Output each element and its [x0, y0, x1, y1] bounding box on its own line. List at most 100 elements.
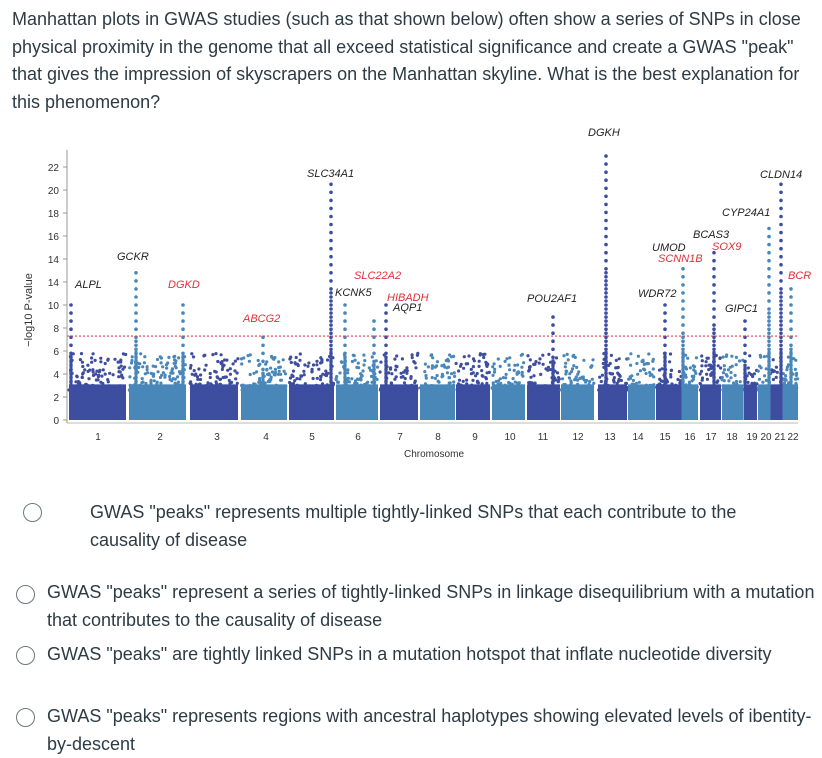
snp-point: [491, 382, 495, 386]
x-tick-label: 14: [632, 432, 644, 443]
snp-point: [141, 380, 145, 384]
peak-snp-point: [663, 359, 667, 364]
snp-point: [424, 376, 428, 380]
snp-point: [446, 365, 451, 369]
peak-snp-point: [604, 170, 608, 174]
snp-point: [222, 363, 226, 367]
peak-snp-point: [372, 359, 376, 364]
peak-snp-point: [604, 299, 608, 303]
snp-point: [454, 361, 458, 366]
snp-point: [207, 386, 212, 390]
snp-point: [721, 384, 725, 388]
peak-snp-point: [767, 319, 771, 323]
peak-snp-point: [663, 319, 667, 323]
peak-snp-point: [551, 371, 555, 376]
snp-point: [795, 371, 799, 375]
radio-option-3[interactable]: [16, 646, 35, 665]
radio-option-1[interactable]: [23, 503, 42, 522]
snp-point: [534, 360, 538, 364]
radio-option-4[interactable]: [16, 708, 35, 727]
peak-snp-point: [329, 375, 333, 380]
snp-point: [512, 385, 516, 390]
snp-point: [637, 380, 641, 384]
peak-snp-point: [789, 363, 793, 368]
snp-point: [374, 388, 379, 392]
gene-label-abcg2: ABCG2: [242, 313, 280, 325]
snp-point: [527, 369, 531, 373]
snp-point: [734, 363, 738, 367]
snp-point: [433, 376, 437, 380]
snp-point: [727, 379, 731, 383]
option-1-text: GWAS "peaks" represents multiple tightly…: [90, 502, 737, 550]
snp-point: [730, 364, 734, 368]
peak-snp-point: [181, 351, 185, 356]
peak-snp-point: [779, 383, 783, 388]
peak-snp-point: [779, 222, 783, 227]
snp-point: [716, 364, 720, 368]
peak-snp-point: [69, 343, 73, 348]
peak-snp-point: [329, 363, 333, 368]
snp-point: [113, 357, 117, 361]
snp-point: [95, 369, 99, 373]
snp-point: [771, 377, 776, 382]
peak-snp-point: [329, 343, 333, 348]
peak-snp-point: [743, 351, 747, 356]
peak-snp-point: [181, 379, 185, 384]
snp-point: [452, 371, 456, 375]
snp-point: [459, 362, 463, 366]
peak-snp-point: [712, 307, 716, 311]
snp-point: [270, 354, 274, 359]
x-axis-label: Chromosome: [404, 449, 464, 460]
peak-snp-point: [767, 331, 771, 335]
snp-point: [353, 358, 357, 362]
snp-point: [555, 371, 560, 375]
snp-point: [90, 360, 94, 364]
peak-snp-point: [663, 343, 667, 348]
peak-snp-point: [261, 351, 265, 356]
snp-point: [407, 385, 411, 389]
snp-point: [205, 383, 209, 388]
snp-point: [402, 370, 406, 374]
snp-point: [615, 366, 620, 370]
snp-point: [311, 363, 316, 367]
snp-point: [404, 384, 408, 388]
peak-snp-point: [767, 371, 771, 376]
snp-point: [500, 386, 505, 390]
snp-point: [462, 366, 466, 370]
snp-point: [197, 367, 201, 371]
gene-label-cyp24a1: CYP24A1: [722, 207, 770, 219]
snp-point: [111, 373, 115, 377]
snp-point: [168, 385, 172, 389]
snp-point: [256, 358, 260, 363]
snp-point: [567, 376, 572, 380]
snp-point: [241, 388, 245, 392]
peak-snp-point: [604, 295, 608, 299]
radio-option-2[interactable]: [16, 585, 35, 604]
peak-snp-point: [712, 383, 716, 388]
peak-snp-point: [551, 379, 555, 384]
peak-snp-point: [604, 371, 608, 376]
snp-point: [114, 388, 118, 392]
snp-point: [580, 376, 584, 380]
snp-point: [395, 365, 399, 369]
snp-point: [641, 358, 645, 362]
snp-point: [487, 387, 491, 391]
peak-snp-point: [329, 327, 333, 331]
peak-snp-point: [767, 226, 771, 231]
snp-point: [496, 357, 500, 361]
snp-point: [410, 356, 414, 360]
gene-label-slc22a2: SLC22A2: [354, 270, 401, 282]
snp-point: [356, 361, 360, 365]
snp-point: [308, 388, 313, 392]
snp-point: [576, 386, 580, 390]
peak-snp-point: [329, 246, 333, 251]
snp-point: [305, 388, 309, 392]
y-tick-label: 4: [53, 370, 59, 381]
snp-point: [173, 361, 177, 365]
peak-snp-point: [181, 367, 185, 372]
snp-point: [291, 369, 296, 373]
snp-point: [101, 387, 105, 391]
snp-point: [573, 378, 577, 382]
snp-point: [526, 354, 530, 358]
peak-snp-point: [712, 367, 716, 372]
